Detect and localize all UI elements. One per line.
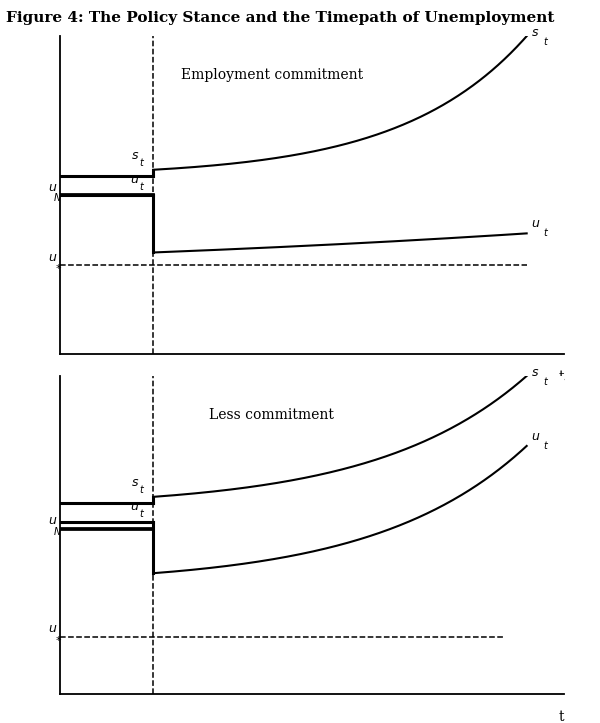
Text: $s$: $s$ <box>131 476 139 489</box>
Text: $s$: $s$ <box>131 149 139 162</box>
Text: $s$: $s$ <box>532 26 539 39</box>
Text: $t$: $t$ <box>543 226 549 238</box>
Text: $*$: $*$ <box>55 634 62 643</box>
Text: $t$: $t$ <box>543 375 549 387</box>
Text: t: t <box>559 370 564 384</box>
Text: $u$: $u$ <box>49 514 58 527</box>
Text: $N$: $N$ <box>53 525 62 536</box>
Text: $t$: $t$ <box>139 156 145 168</box>
Text: Employment commitment: Employment commitment <box>181 68 363 82</box>
Text: $N$: $N$ <box>53 191 62 203</box>
Text: $u$: $u$ <box>532 429 541 442</box>
Text: $u$: $u$ <box>130 173 139 186</box>
Text: Figure 4: The Policy Stance and the Timepath of Unemployment: Figure 4: The Policy Stance and the Time… <box>6 11 554 25</box>
Text: Less commitment: Less commitment <box>209 408 334 422</box>
Text: $s$: $s$ <box>532 366 539 379</box>
Text: $t$: $t$ <box>139 483 145 495</box>
Text: $*$: $*$ <box>55 262 62 272</box>
Text: $t$: $t$ <box>543 35 549 47</box>
Text: $t$: $t$ <box>543 439 549 450</box>
Text: $u$: $u$ <box>49 181 58 194</box>
Text: $t$: $t$ <box>139 507 145 519</box>
Text: $u$: $u$ <box>130 500 139 513</box>
Text: t: t <box>559 710 564 723</box>
Text: $u$: $u$ <box>49 623 58 636</box>
Text: $t$: $t$ <box>139 180 145 192</box>
Text: $u$: $u$ <box>532 217 541 230</box>
Text: $u$: $u$ <box>49 251 58 264</box>
